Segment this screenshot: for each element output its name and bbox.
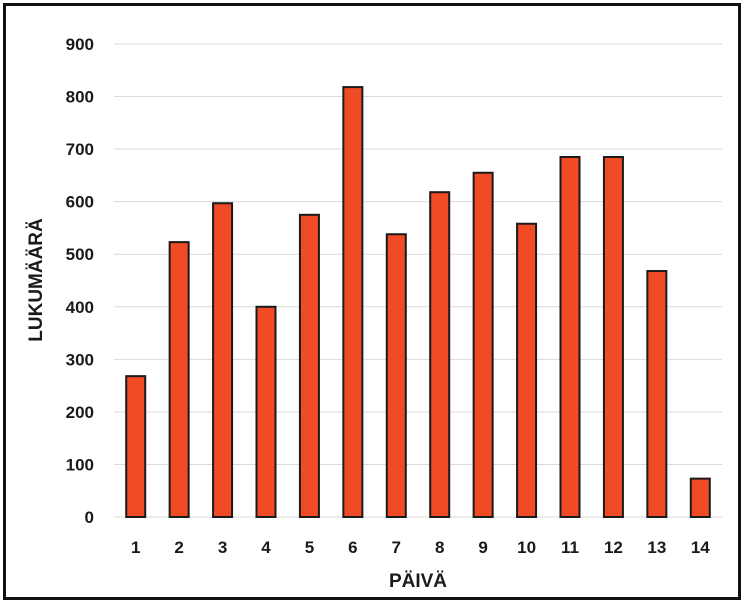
bar [472,171,494,518]
x-tick-label: 13 [647,538,666,557]
x-tick-label: 10 [517,538,536,557]
x-tick-label: 1 [131,538,140,557]
y-tick-label: 100 [66,455,94,474]
bar [342,86,364,519]
x-tick-label: 14 [691,538,710,557]
gridlines [114,43,722,518]
y-tick-labels: 0 100 200 300 400 500 600 700 800 900 [66,35,94,527]
bar [516,222,538,519]
y-tick-label: 300 [66,350,94,369]
x-tick-label: 8 [435,538,444,557]
x-tick-labels: 1 2 3 4 5 6 7 8 9 10 11 12 13 14 [131,538,710,557]
x-tick-label: 11 [561,538,579,557]
bar [125,375,147,519]
bar [429,191,451,518]
bar [559,155,581,518]
y-tick-label: 600 [66,193,94,212]
y-tick-label: 200 [66,403,94,422]
x-tick-label: 5 [305,538,314,557]
y-tick-label: 0 [85,508,94,527]
x-tick-label: 12 [604,538,623,557]
bars [125,86,711,519]
x-tick-label: 9 [478,538,487,557]
x-tick-label: 6 [348,538,357,557]
y-tick-label: 700 [66,140,94,159]
bar [602,155,624,518]
x-tick-label: 2 [174,538,183,557]
bar [168,241,190,519]
bar [689,477,711,518]
bar [255,305,277,518]
y-tick-label: 900 [66,35,94,54]
x-tick-label: 3 [218,538,227,557]
bar [298,213,320,519]
y-tick-label: 400 [66,298,94,317]
x-tick-label: 4 [261,538,271,557]
y-tick-label: 800 [66,88,94,107]
x-tick-label: 7 [392,538,401,557]
bar [385,233,407,519]
bar [212,202,234,518]
bar [646,270,668,519]
y-axis-title: LUKUMÄÄRÄ [26,218,47,342]
x-axis-title: PÄIVÄ [389,571,447,592]
y-tick-label: 500 [66,245,94,264]
